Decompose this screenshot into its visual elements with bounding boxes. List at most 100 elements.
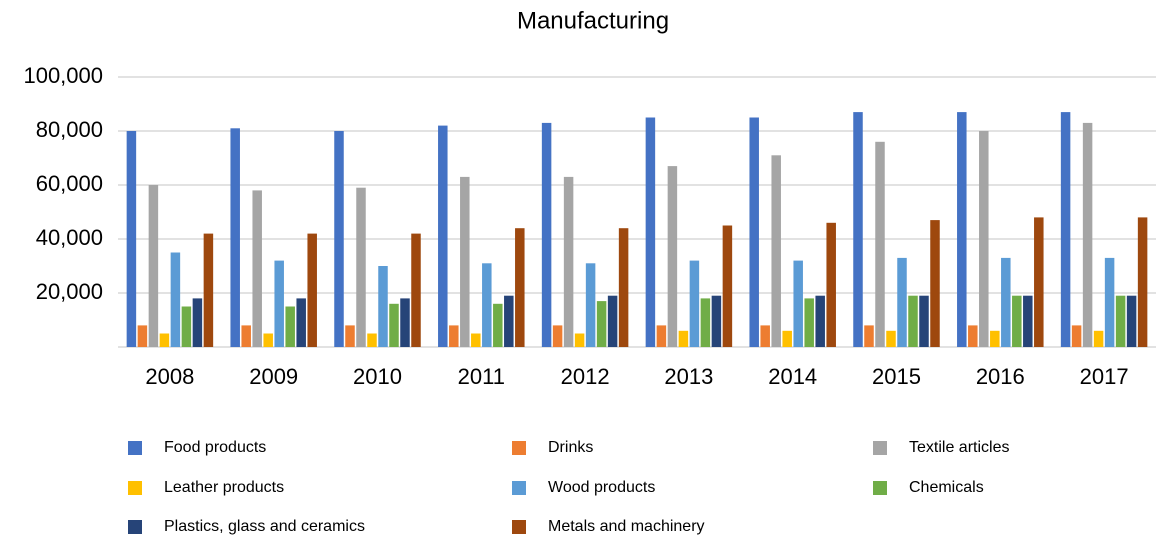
bar (515, 228, 525, 347)
bar (908, 295, 918, 347)
bar (552, 325, 563, 347)
bar (853, 112, 863, 347)
bar (700, 298, 711, 347)
bar (585, 263, 596, 347)
bar (760, 325, 770, 347)
bar (296, 298, 306, 347)
bar (230, 128, 240, 347)
bar (334, 131, 344, 347)
bar (389, 303, 399, 347)
bar (274, 260, 284, 347)
legend-label: Textile articles (909, 439, 1009, 456)
chart-title: Manufacturing (517, 7, 669, 34)
x-tick-label: 2009 (249, 364, 298, 389)
x-tick-label: 2015 (872, 364, 921, 389)
bar (1126, 295, 1137, 347)
bar (979, 131, 989, 347)
x-tick-label: 2008 (145, 364, 194, 389)
bar (159, 333, 170, 347)
bar (493, 303, 503, 347)
bar (864, 325, 874, 347)
bar (1115, 295, 1126, 347)
bar (438, 125, 448, 347)
bar (886, 330, 896, 347)
bar (1082, 122, 1093, 348)
legend-label: Chemicals (909, 479, 984, 496)
bar (990, 330, 1000, 347)
bar (645, 117, 656, 347)
bar (1093, 330, 1104, 347)
bar (618, 228, 629, 347)
bar (449, 325, 459, 347)
y-tick-label: 40,000 (36, 225, 103, 250)
legend-swatch (873, 481, 887, 495)
legend-swatch (512, 441, 526, 455)
bar (897, 257, 907, 347)
bar (345, 325, 355, 347)
bar (1060, 112, 1071, 347)
bar (471, 333, 481, 347)
legend-label: Leather products (164, 479, 284, 496)
legend-swatch (128, 441, 142, 455)
legend-label: Plastics, glass and ceramics (164, 518, 365, 535)
legend-label: Wood products (548, 479, 655, 496)
bar (411, 233, 421, 347)
x-tick-label: 2016 (976, 364, 1025, 389)
bar (919, 295, 929, 347)
legend-label: Drinks (548, 439, 593, 456)
bar (875, 141, 885, 347)
bar (930, 220, 940, 347)
legend-swatch (128, 481, 142, 495)
bar (771, 155, 781, 347)
bar (689, 260, 700, 347)
x-tick-label: 2017 (1080, 364, 1129, 389)
bar (815, 295, 825, 347)
bar (722, 225, 733, 347)
bar (574, 333, 585, 347)
bar (678, 330, 689, 347)
bar (957, 112, 967, 347)
bar (793, 260, 803, 347)
bar (504, 295, 514, 347)
bar (749, 117, 759, 347)
y-tick-label: 100,000 (23, 63, 103, 88)
bar (263, 333, 273, 347)
bar (252, 190, 262, 347)
bar (192, 298, 203, 347)
legend-swatch (512, 520, 526, 534)
x-tick-label: 2011 (458, 364, 505, 389)
legend-swatch (128, 520, 142, 534)
bar (203, 233, 214, 347)
bar (126, 131, 137, 347)
bar (356, 187, 366, 347)
bar (378, 266, 388, 347)
legend-label: Metals and machinery (548, 518, 705, 535)
bar (1001, 257, 1011, 347)
bar (400, 298, 410, 347)
bar (181, 306, 192, 347)
bar (170, 252, 181, 347)
bar (968, 325, 978, 347)
bar (1034, 217, 1044, 347)
bar (460, 176, 470, 347)
bar (711, 295, 722, 347)
legend-swatch (873, 441, 887, 455)
bar (1104, 257, 1115, 347)
bar (656, 325, 667, 347)
bar (1137, 217, 1148, 347)
bar (148, 185, 159, 347)
x-tick-label: 2013 (664, 364, 713, 389)
x-tick-label: 2010 (353, 364, 402, 389)
bar (241, 325, 251, 347)
y-tick-label: 60,000 (36, 171, 103, 196)
bar (541, 122, 552, 348)
bar (1023, 295, 1033, 347)
bar (367, 333, 377, 347)
bar (826, 222, 836, 347)
legend-swatch (512, 481, 526, 495)
y-tick-label: 20,000 (36, 279, 103, 304)
legend-label: Food products (164, 439, 266, 456)
bar (285, 306, 295, 347)
x-tick-label: 2012 (561, 364, 610, 389)
